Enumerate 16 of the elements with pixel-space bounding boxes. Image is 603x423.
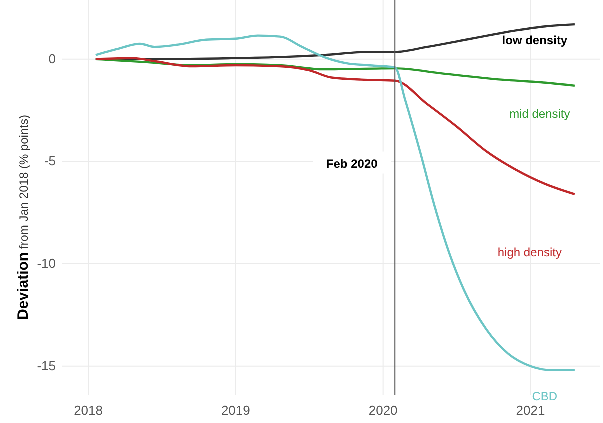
line-series: [94, 57, 576, 196]
y-axis-title: Deviation from Jan 2018 (% points): [15, 115, 32, 320]
y-tick-label: 0: [48, 51, 56, 66]
y-tick-label: -5: [44, 154, 56, 169]
series-label: low density: [502, 34, 568, 48]
ref-line-label: Feb 2020: [326, 156, 378, 171]
y-tick-label: -15: [37, 358, 56, 374]
text: high density: [498, 245, 562, 260]
series-label: CBD: [532, 389, 558, 404]
x-tick-label: 2018: [74, 403, 103, 418]
y-tick-label: -10: [37, 256, 56, 272]
x-tick-label: 2020: [368, 403, 398, 418]
series-label: mid density: [510, 106, 570, 121]
line-series: [94, 34, 576, 372]
x-tick-label: 2021: [516, 403, 546, 418]
x-tick-label: 2019: [221, 403, 250, 418]
